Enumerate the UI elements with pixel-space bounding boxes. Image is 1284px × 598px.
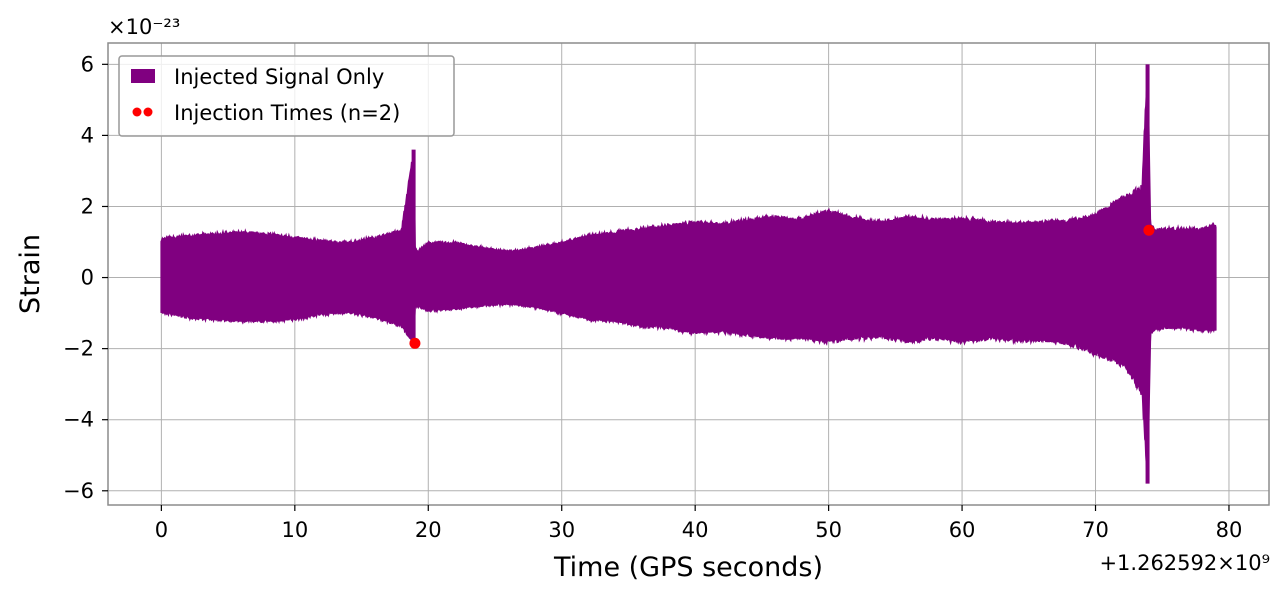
x-axis-offset-label: +1.262592×10⁹ (1099, 551, 1270, 575)
injection-markers (409, 224, 1155, 349)
legend-label-signal: Injected Signal Only (174, 65, 384, 89)
y-tick-label: −4 (63, 408, 94, 432)
x-tick-label: 40 (682, 518, 709, 542)
y-tick-label: 0 (81, 266, 94, 290)
legend-swatch-signal (131, 69, 155, 83)
x-tick-label: 20 (415, 518, 442, 542)
x-tick-label: 0 (155, 518, 168, 542)
x-tick-label: 10 (281, 518, 308, 542)
x-axis-ticks: 0 10 20 30 40 50 60 70 80 (155, 505, 1243, 542)
x-tick-label: 30 (548, 518, 575, 542)
y-tick-label: −6 (63, 479, 94, 503)
y-tick-label: 6 (81, 52, 94, 76)
x-tick-label: 60 (949, 518, 976, 542)
legend-marker-injection (143, 107, 153, 117)
legend: Injected Signal Only Injection Times (n=… (118, 55, 455, 137)
y-axis-label: Strain (15, 234, 46, 314)
signal-layer (160, 64, 1217, 484)
plot-frame (107, 42, 1270, 506)
signal-envelope (160, 76, 1217, 477)
x-tick-label: 70 (1082, 518, 1109, 542)
x-tick-label: 50 (815, 518, 842, 542)
legend-box (118, 55, 455, 137)
y-axis-ticks: −6 −4 −2 0 2 4 6 (63, 52, 108, 503)
injection-point (409, 337, 421, 349)
y-tick-label: 4 (81, 123, 94, 147)
x-tick-label: 80 (1216, 518, 1243, 542)
x-axis-label: Time (GPS seconds) (553, 552, 823, 583)
y-tick-label: 2 (81, 194, 94, 218)
legend-label-injection: Injection Times (n=2) (174, 101, 400, 125)
injection-point (1143, 224, 1155, 236)
legend-marker-injection (132, 107, 142, 117)
y-tick-label: −2 (63, 337, 94, 361)
y-axis-multiplier-label: ×10⁻²³ (108, 15, 180, 39)
